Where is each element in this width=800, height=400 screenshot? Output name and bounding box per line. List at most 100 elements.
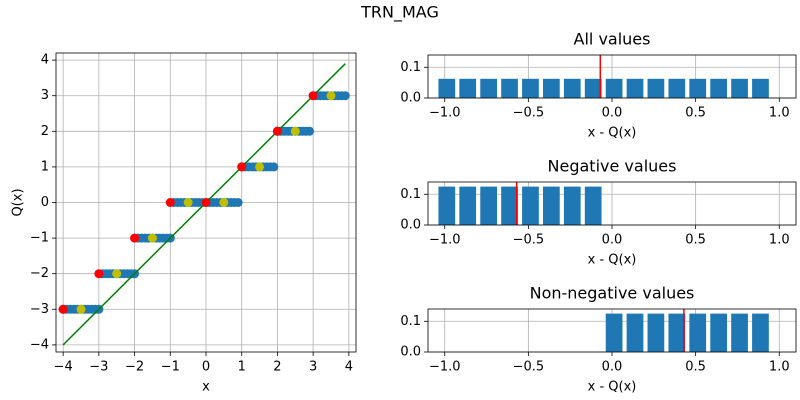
x-tick-label: 0.5 bbox=[685, 106, 706, 121]
point bbox=[308, 91, 318, 101]
point bbox=[269, 162, 279, 172]
point bbox=[219, 198, 229, 207]
point bbox=[58, 304, 68, 314]
y-tick-label: 0.1 bbox=[400, 60, 421, 75]
point bbox=[237, 162, 247, 172]
x-tick-label: −3 bbox=[89, 360, 108, 375]
bar bbox=[731, 313, 748, 352]
y-tick-label: 2 bbox=[41, 124, 49, 139]
point bbox=[94, 269, 104, 279]
y-tick-label: 0.1 bbox=[400, 314, 421, 329]
point bbox=[305, 126, 315, 136]
x-tick-label: 1.0 bbox=[769, 360, 790, 375]
bar bbox=[647, 313, 665, 352]
point bbox=[183, 198, 193, 207]
x-tick-label: 3 bbox=[309, 360, 317, 375]
chart-title: All values bbox=[574, 30, 651, 49]
bar bbox=[480, 186, 497, 225]
bar bbox=[438, 78, 456, 98]
x-tick-label: −4 bbox=[54, 360, 73, 375]
bar bbox=[563, 78, 581, 98]
bar bbox=[605, 78, 623, 98]
chart-title: Non-negative values bbox=[530, 284, 695, 303]
x-tick-label: −0.5 bbox=[513, 233, 545, 248]
point bbox=[112, 269, 122, 279]
bar bbox=[543, 78, 560, 98]
y-tick-label: 4 bbox=[41, 53, 49, 68]
x-tick-label: −2 bbox=[125, 360, 144, 375]
point bbox=[130, 233, 140, 243]
x-tick-label: 0.0 bbox=[602, 360, 623, 375]
axes-frame bbox=[427, 308, 797, 353]
bar bbox=[584, 78, 602, 98]
plot-area bbox=[605, 309, 769, 352]
point bbox=[290, 126, 300, 136]
bar bbox=[752, 313, 769, 352]
x-axis-label: x - Q(x) bbox=[588, 253, 637, 268]
x-tick-label: −0.5 bbox=[513, 360, 545, 375]
y-tick-label: 1 bbox=[41, 159, 49, 174]
x-tick-label: 0.5 bbox=[685, 360, 706, 375]
point bbox=[326, 91, 336, 101]
y-tick-label: 0.1 bbox=[400, 187, 421, 202]
y-tick-label: 0.0 bbox=[400, 218, 421, 233]
bar bbox=[626, 313, 644, 352]
bar bbox=[522, 78, 539, 98]
bar bbox=[522, 186, 539, 225]
figure-title: TRN_MAG bbox=[360, 3, 439, 23]
x-tick-label: −0.5 bbox=[513, 106, 545, 121]
bar bbox=[501, 78, 518, 98]
bar bbox=[563, 186, 581, 225]
point bbox=[76, 304, 86, 314]
bar bbox=[689, 313, 707, 352]
x-tick-label: 1.0 bbox=[769, 106, 790, 121]
point bbox=[165, 198, 175, 207]
bar bbox=[710, 313, 727, 352]
y-tick-label: 0.0 bbox=[400, 91, 421, 106]
x-tick-label: 1.0 bbox=[769, 233, 790, 248]
bar bbox=[605, 313, 623, 352]
x-tick-label: 2 bbox=[273, 360, 281, 375]
point bbox=[233, 198, 243, 207]
x-tick-label: 1 bbox=[238, 360, 246, 375]
point bbox=[255, 162, 265, 172]
chart-title: Negative values bbox=[548, 157, 677, 176]
x-axis-label: x bbox=[202, 380, 210, 395]
y-tick-label: −4 bbox=[30, 337, 49, 352]
bar bbox=[480, 78, 497, 98]
y-tick-label: 0.0 bbox=[400, 345, 421, 360]
bar bbox=[689, 78, 707, 98]
y-axis-label: Q(x) bbox=[11, 188, 26, 216]
plot-area bbox=[58, 63, 350, 346]
x-tick-label: 0.5 bbox=[685, 233, 706, 248]
x-tick-label: 4 bbox=[345, 360, 353, 375]
bar bbox=[752, 78, 769, 98]
x-tick-label: 0 bbox=[202, 360, 210, 375]
bar bbox=[459, 78, 477, 98]
x-axis-label: x - Q(x) bbox=[588, 126, 637, 141]
axes-frame bbox=[55, 52, 357, 353]
bar bbox=[710, 78, 727, 98]
bar bbox=[626, 78, 644, 98]
axes-frame bbox=[427, 181, 797, 226]
bar bbox=[501, 186, 518, 225]
bar bbox=[668, 313, 686, 352]
bar bbox=[543, 186, 560, 225]
bar bbox=[647, 78, 665, 98]
y-tick-label: 3 bbox=[41, 88, 49, 103]
point bbox=[340, 91, 350, 101]
bar bbox=[584, 186, 602, 225]
x-tick-label: 0.0 bbox=[602, 233, 623, 248]
bar bbox=[459, 186, 477, 225]
bar bbox=[438, 186, 456, 225]
point bbox=[201, 198, 211, 207]
y-tick-label: 0 bbox=[41, 195, 49, 210]
x-tick-label: −1.0 bbox=[429, 106, 461, 121]
y-tick-label: −2 bbox=[30, 266, 49, 281]
plot-area bbox=[438, 182, 602, 225]
x-axis-label: x - Q(x) bbox=[588, 380, 637, 395]
x-tick-label: 0.0 bbox=[602, 106, 623, 121]
bar bbox=[668, 78, 686, 98]
y-tick-label: −3 bbox=[30, 302, 49, 317]
